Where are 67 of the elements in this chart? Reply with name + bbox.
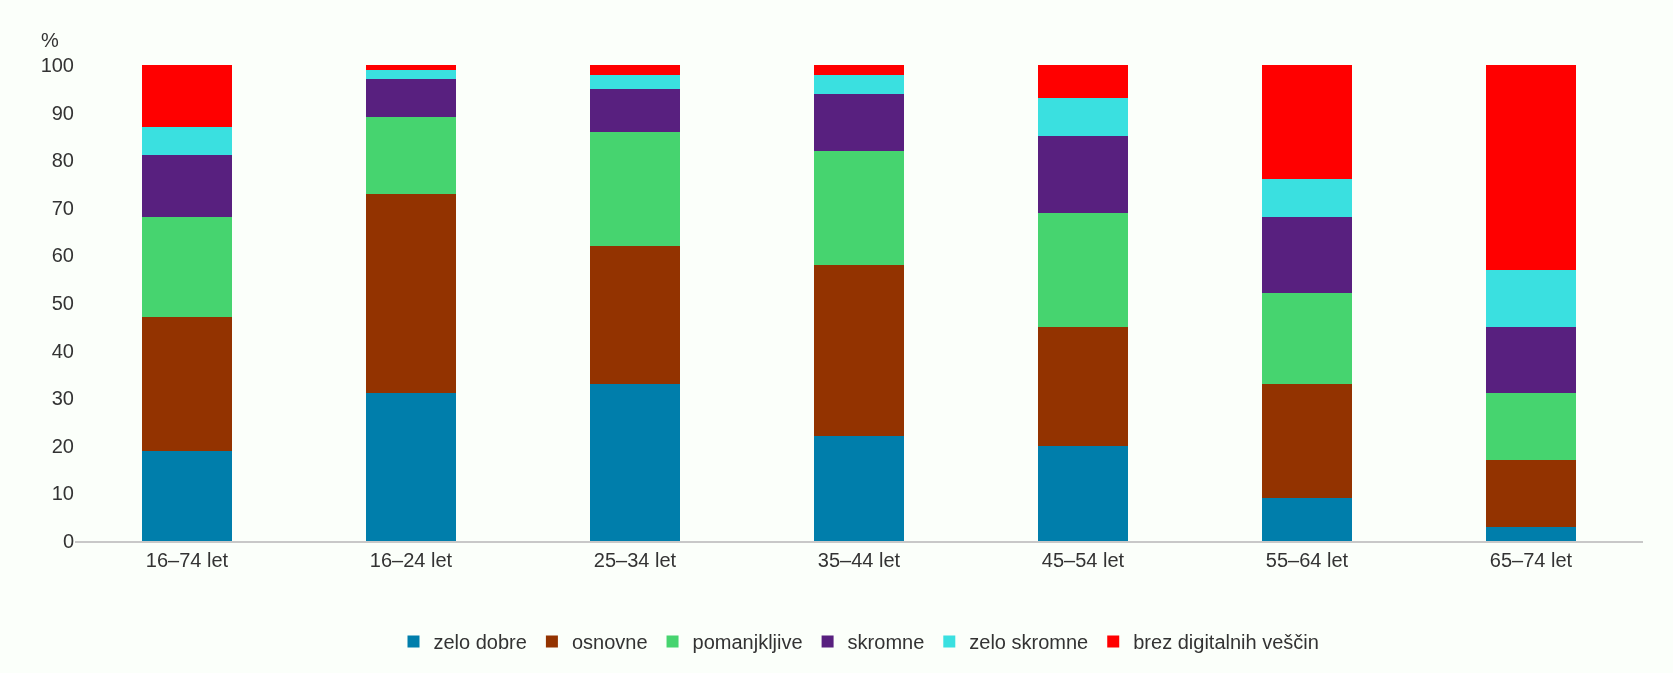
y-tick-label: 50 — [51, 292, 74, 314]
y-tick-label: 30 — [51, 387, 74, 410]
bar — [590, 245, 680, 384]
bar — [590, 74, 680, 89]
bar — [1486, 393, 1576, 461]
bar — [1262, 65, 1352, 180]
x-tick-label: 16–74 let — [145, 549, 229, 571]
y-tick-label: 60 — [51, 244, 74, 267]
y-tick-label: 20 — [51, 434, 74, 457]
y-axis-title: % — [41, 29, 59, 51]
bar — [590, 88, 680, 132]
bar — [1486, 269, 1576, 327]
bar — [366, 193, 456, 394]
bar — [814, 74, 904, 94]
bar — [1038, 136, 1128, 213]
bar — [366, 393, 456, 541]
bar — [1262, 179, 1352, 218]
bar — [366, 69, 456, 80]
legend-label: osnovne — [571, 631, 648, 654]
y-tick-label: 40 — [51, 339, 74, 362]
bar — [590, 131, 680, 246]
bar — [1038, 212, 1128, 327]
bar — [366, 117, 456, 194]
x-tick-label: 55–64 let — [1265, 549, 1349, 571]
y-tick-label: 80 — [51, 149, 74, 172]
bar — [1038, 98, 1128, 137]
x-tick-label: 65–74 let — [1489, 549, 1573, 571]
bar — [366, 65, 456, 70]
bar — [590, 383, 680, 541]
y-tick-label: 70 — [51, 196, 74, 219]
bar — [590, 65, 680, 75]
bar — [814, 93, 904, 151]
y-tick-label: 100 — [40, 54, 74, 76]
bar — [1486, 460, 1576, 527]
bar — [1262, 498, 1352, 541]
x-tick-label: 35–44 let — [817, 549, 901, 571]
legend-label: skromne — [847, 631, 925, 654]
x-tick-label: 25–34 let — [593, 549, 677, 571]
bar — [142, 155, 232, 218]
bar — [1038, 445, 1128, 541]
bar — [1038, 326, 1128, 446]
legend-label: zelo dobre — [433, 631, 527, 654]
bar — [142, 65, 232, 127]
bar — [142, 217, 232, 318]
bar — [1486, 326, 1576, 394]
legend-label: pomanjkljive — [692, 631, 803, 654]
bar — [814, 150, 904, 265]
y-tick-label: 10 — [51, 482, 74, 505]
bar — [814, 264, 904, 437]
bar — [366, 79, 456, 118]
legend-label: zelo skromne — [969, 631, 1089, 654]
legend-label: brez digitalnih veščin — [1133, 631, 1319, 654]
x-tick-label: 16–24 let — [369, 549, 453, 571]
bar — [814, 436, 904, 541]
bar — [1486, 65, 1576, 270]
bar — [142, 450, 232, 541]
bar — [142, 317, 232, 451]
y-tick-label: 0 — [62, 530, 74, 552]
bar — [1262, 293, 1352, 384]
y-tick-label: 90 — [51, 101, 74, 124]
bar — [142, 126, 232, 156]
bar — [1262, 217, 1352, 294]
x-tick-label: 45–54 let — [1041, 549, 1125, 571]
bar — [1262, 383, 1352, 499]
bar — [1038, 65, 1128, 99]
bar — [1486, 526, 1576, 541]
bar — [814, 65, 904, 75]
